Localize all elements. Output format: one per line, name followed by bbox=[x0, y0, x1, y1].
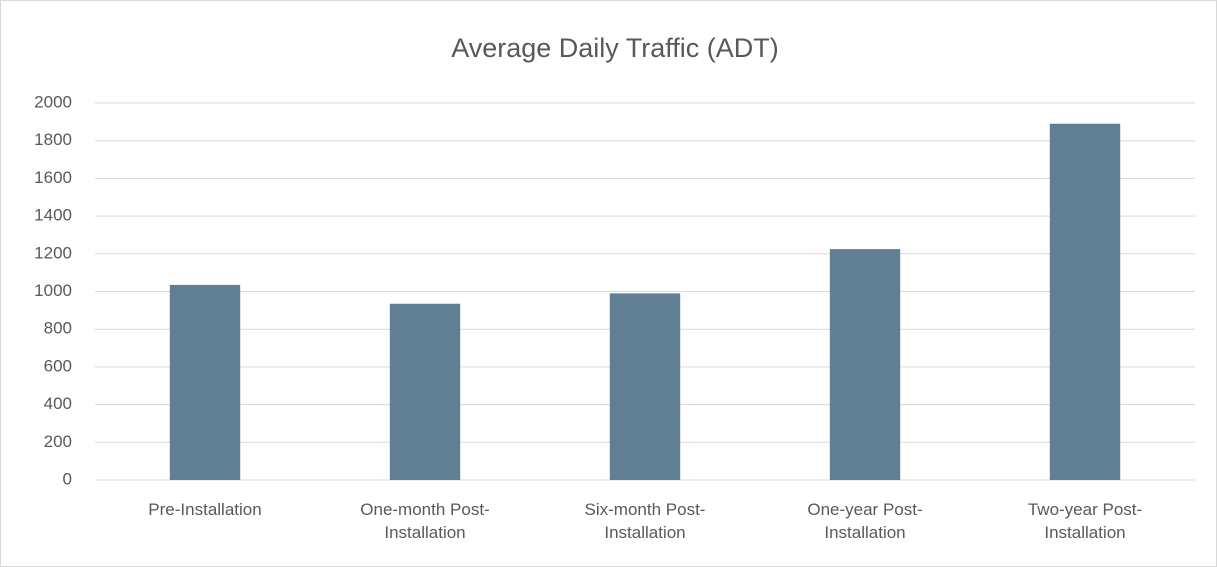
x-tick-label: Two-year Post-Installation bbox=[1027, 500, 1143, 542]
y-tick-label: 200 bbox=[44, 432, 72, 451]
y-tick-label: 1600 bbox=[34, 168, 72, 187]
y-tick-label: 1800 bbox=[34, 130, 72, 149]
y-tick-label: 800 bbox=[44, 319, 72, 338]
bar bbox=[609, 293, 681, 480]
x-tick-label: Pre-Installation bbox=[148, 500, 262, 519]
chart-title: Average Daily Traffic (ADT) bbox=[451, 33, 779, 63]
bar bbox=[829, 249, 901, 480]
bar bbox=[1049, 123, 1121, 481]
bar bbox=[389, 303, 461, 480]
y-tick-label: 1000 bbox=[34, 281, 72, 300]
y-tick-label: 1400 bbox=[34, 206, 72, 225]
bar bbox=[169, 284, 241, 480]
y-tick-label: 400 bbox=[44, 394, 72, 413]
y-tick-label: 0 bbox=[63, 469, 72, 488]
x-tick-label: Six-month Post-Installation bbox=[584, 500, 706, 542]
y-tick-label: 600 bbox=[44, 356, 72, 375]
y-tick-label: 2000 bbox=[34, 92, 72, 111]
x-tick-label: One-year Post-Installation bbox=[807, 500, 923, 542]
x-tick-label: One-month Post-Installation bbox=[360, 500, 490, 542]
y-tick-label: 1200 bbox=[34, 243, 72, 262]
